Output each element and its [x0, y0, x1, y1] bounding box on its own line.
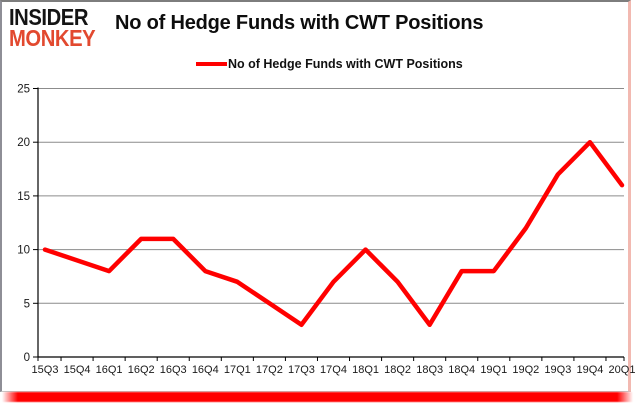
- logo-text-insider: INSIDER: [9, 4, 89, 30]
- logo-text-monkey: MONKEY: [9, 25, 96, 51]
- x-tick-label-17Q2: 17Q2: [256, 364, 283, 376]
- legend: No of Hedge Funds with CWT Positions: [196, 57, 463, 71]
- x-tick-label-17Q4: 17Q4: [320, 364, 347, 376]
- x-tick-label-15Q4: 15Q4: [64, 364, 91, 376]
- red-accent-bar: [2, 392, 633, 402]
- x-tick-label-16Q1: 16Q1: [96, 364, 123, 376]
- x-tick-label-19Q4: 19Q4: [576, 364, 603, 376]
- y-tick-label-0: 0: [24, 352, 30, 364]
- x-tick-label-18Q4: 18Q4: [448, 364, 475, 376]
- x-tick-label-16Q4: 16Q4: [192, 364, 219, 376]
- x-tick-label-16Q3: 16Q3: [160, 364, 187, 376]
- x-tick-label-20Q1: 20Q1: [609, 364, 635, 376]
- x-tick-label-18Q3: 18Q3: [416, 364, 443, 376]
- x-tick-label-17Q1: 17Q1: [224, 364, 251, 376]
- x-tick-label-18Q2: 18Q2: [384, 364, 411, 376]
- x-tick-label-15Q3: 15Q3: [32, 364, 59, 376]
- x-tick-label-19Q1: 19Q1: [480, 364, 507, 376]
- legend-line-swatch: [196, 62, 227, 66]
- x-tick-label-19Q2: 19Q2: [512, 364, 539, 376]
- x-tick-label-18Q1: 18Q1: [352, 364, 379, 376]
- y-tick-label-20: 20: [17, 137, 30, 149]
- y-tick-label-5: 5: [24, 298, 30, 310]
- insider-monkey-logo: INSIDER MONKEY: [9, 6, 107, 50]
- x-tick-label-19Q3: 19Q3: [544, 364, 571, 376]
- data-line: [42, 139, 625, 328]
- y-tick-label-10: 10: [17, 245, 30, 257]
- x-tick-label-16Q2: 16Q2: [128, 364, 155, 376]
- y-tick-label-15: 15: [17, 191, 30, 203]
- legend-label: No of Hedge Funds with CWT Positions: [228, 57, 463, 71]
- chart-title: No of Hedge Funds with CWT Positions: [115, 12, 484, 34]
- y-tick-label-25: 25: [17, 84, 30, 96]
- x-tick-label-17Q3: 17Q3: [288, 364, 315, 376]
